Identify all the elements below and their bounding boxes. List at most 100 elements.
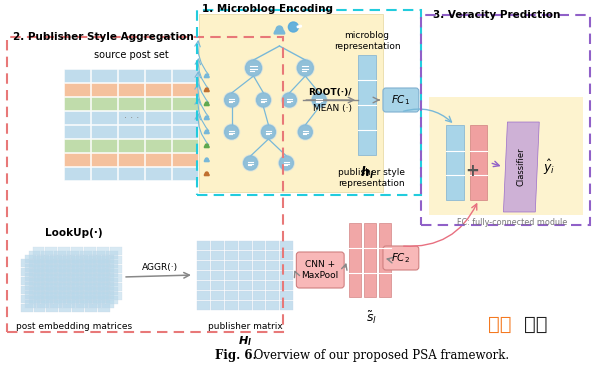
Circle shape: [260, 124, 277, 140]
Bar: [71, 274, 83, 282]
Text: 1. Microblog Encoding: 1. Microblog Encoding: [202, 4, 333, 14]
Bar: [46, 265, 58, 273]
FancyBboxPatch shape: [383, 88, 419, 112]
Bar: [172, 83, 198, 96]
Bar: [58, 247, 70, 255]
Bar: [64, 97, 90, 110]
Text: $\tilde{s}_l$: $\tilde{s}_l$: [366, 309, 377, 326]
Bar: [421, 15, 590, 225]
Circle shape: [257, 93, 271, 107]
Bar: [76, 300, 88, 308]
Bar: [102, 273, 114, 281]
Bar: [50, 255, 62, 263]
Bar: [73, 259, 84, 267]
Bar: [41, 269, 53, 277]
Polygon shape: [503, 122, 539, 212]
Bar: [67, 269, 79, 277]
Wedge shape: [205, 89, 209, 92]
Text: publisher matrix: publisher matrix: [208, 322, 283, 331]
Bar: [98, 304, 110, 312]
Wedge shape: [205, 131, 209, 134]
Bar: [46, 247, 58, 255]
Bar: [446, 125, 464, 200]
Bar: [41, 278, 53, 286]
Bar: [58, 283, 70, 291]
Text: 吉林: 吉林: [488, 315, 512, 334]
Bar: [29, 260, 40, 268]
Circle shape: [224, 125, 239, 139]
Bar: [64, 300, 76, 308]
Bar: [224, 301, 238, 310]
Bar: [93, 287, 105, 295]
Bar: [84, 292, 96, 300]
Circle shape: [205, 88, 208, 91]
Bar: [55, 251, 67, 259]
Bar: [32, 274, 44, 282]
Bar: [145, 69, 171, 82]
Circle shape: [205, 172, 208, 175]
Bar: [80, 260, 92, 268]
Bar: [59, 268, 71, 276]
Bar: [46, 283, 58, 291]
Bar: [29, 269, 40, 277]
Text: Fig. 6.: Fig. 6.: [215, 349, 256, 361]
Bar: [211, 301, 224, 310]
Bar: [145, 83, 171, 96]
Text: 龙网: 龙网: [524, 315, 548, 334]
Bar: [98, 286, 110, 294]
Bar: [91, 153, 117, 166]
Bar: [37, 273, 49, 281]
Text: FC: fully-connected module: FC: fully-connected module: [457, 218, 568, 227]
Bar: [118, 167, 144, 180]
Bar: [20, 259, 32, 267]
Bar: [102, 300, 114, 308]
Bar: [211, 281, 224, 290]
Bar: [118, 69, 144, 82]
Text: +: +: [466, 161, 479, 179]
Bar: [98, 295, 110, 303]
Bar: [91, 69, 117, 82]
Bar: [199, 14, 383, 192]
Bar: [20, 268, 32, 276]
Circle shape: [205, 116, 208, 119]
Bar: [50, 291, 62, 299]
Bar: [71, 256, 83, 264]
Bar: [85, 259, 97, 267]
Bar: [197, 10, 421, 195]
Circle shape: [298, 60, 313, 76]
Bar: [118, 125, 144, 138]
Bar: [93, 278, 105, 286]
Bar: [50, 264, 62, 272]
Bar: [102, 282, 114, 290]
Bar: [429, 97, 583, 215]
Bar: [34, 259, 46, 267]
Bar: [280, 251, 293, 260]
Circle shape: [205, 102, 208, 105]
Bar: [224, 241, 238, 250]
Bar: [84, 247, 96, 255]
Bar: [97, 274, 109, 282]
Text: Overview of our proposed PSA framework.: Overview of our proposed PSA framework.: [250, 349, 509, 361]
Bar: [41, 251, 53, 259]
Circle shape: [312, 93, 326, 107]
Bar: [172, 69, 198, 82]
Bar: [84, 256, 96, 264]
Bar: [55, 287, 67, 295]
Bar: [239, 301, 251, 310]
Bar: [97, 292, 109, 300]
Bar: [172, 153, 198, 166]
Wedge shape: [205, 145, 209, 148]
Bar: [358, 55, 376, 155]
Bar: [64, 291, 76, 299]
Bar: [84, 265, 96, 273]
Bar: [32, 283, 44, 291]
Text: LookUp(·): LookUp(·): [45, 228, 103, 238]
Bar: [80, 287, 92, 295]
Circle shape: [205, 74, 208, 77]
Bar: [55, 296, 67, 304]
Text: $\bfit{h}_i$: $\bfit{h}_i$: [360, 165, 374, 181]
Bar: [7, 37, 283, 332]
Bar: [110, 247, 122, 255]
Bar: [97, 283, 109, 291]
Bar: [46, 295, 58, 303]
